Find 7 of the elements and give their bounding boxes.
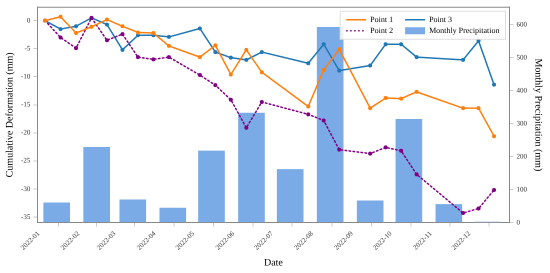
x-axis-title: Date	[264, 258, 284, 269]
y-axis-title: Cumulative Deformation (mm)	[4, 52, 16, 178]
y2-axis-title: Monthly Precipitation (mm)	[532, 58, 544, 172]
legend-label: Point 3	[429, 14, 452, 24]
legend-label: Monthly Precipitation	[429, 26, 500, 35]
legend-label: Point 2	[370, 26, 394, 35]
legend-label: Point 1	[370, 14, 394, 24]
